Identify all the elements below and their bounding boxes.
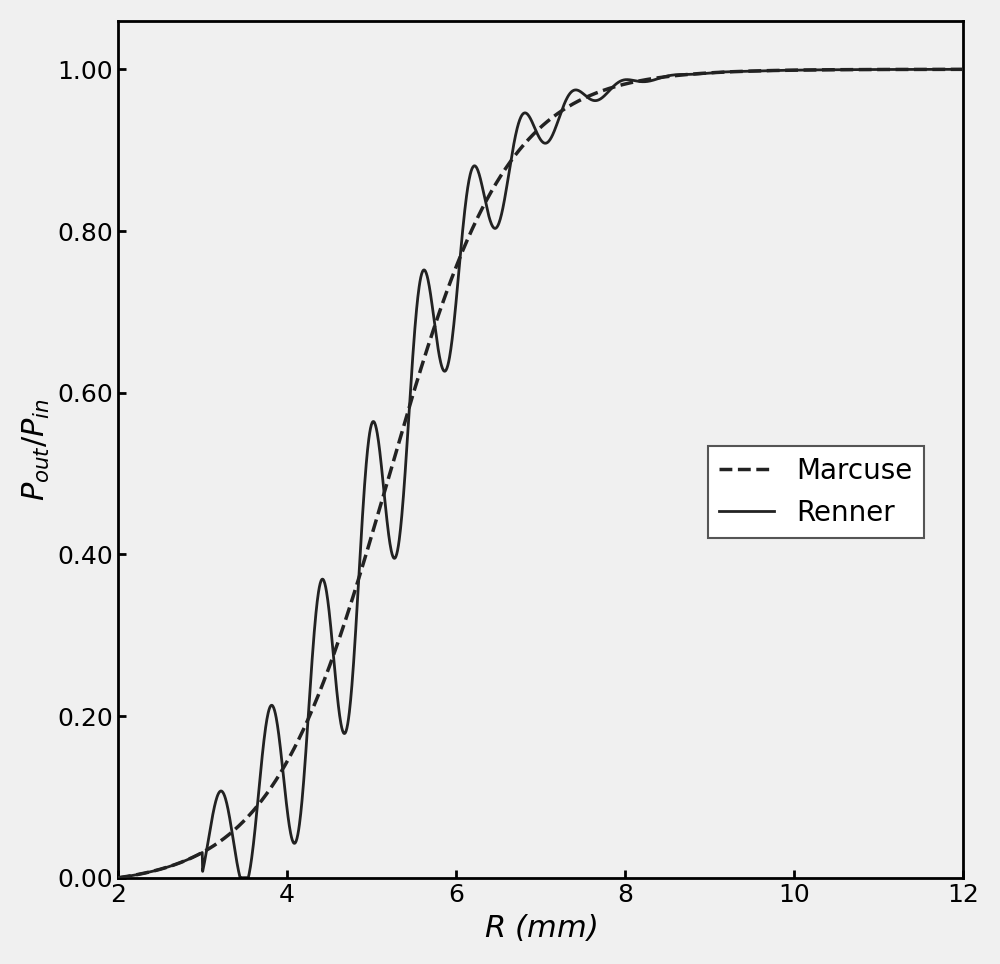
X-axis label: $R$ (mm): $R$ (mm) [484, 912, 597, 943]
Renner [933, 64, 945, 75]
Line: Marcuse: Marcuse [118, 69, 963, 878]
Renner [112, 872, 124, 884]
Renner [523, 111, 535, 122]
Marcuse [501, 161, 513, 173]
Renner [932, 64, 944, 75]
Line: Renner: Renner [118, 69, 963, 878]
Renner [778, 65, 790, 76]
Marcuse [523, 133, 535, 145]
Renner [957, 64, 969, 75]
Marcuse [957, 64, 969, 75]
Renner [155, 863, 167, 874]
Renner [501, 181, 513, 193]
Marcuse [933, 64, 945, 75]
Marcuse [932, 64, 944, 75]
Y-axis label: $P_{out}/P_{in}$: $P_{out}/P_{in}$ [21, 398, 52, 500]
Marcuse [112, 872, 124, 884]
Marcuse [155, 863, 167, 874]
Legend: Marcuse, Renner: Marcuse, Renner [708, 446, 924, 538]
Marcuse [778, 65, 790, 76]
